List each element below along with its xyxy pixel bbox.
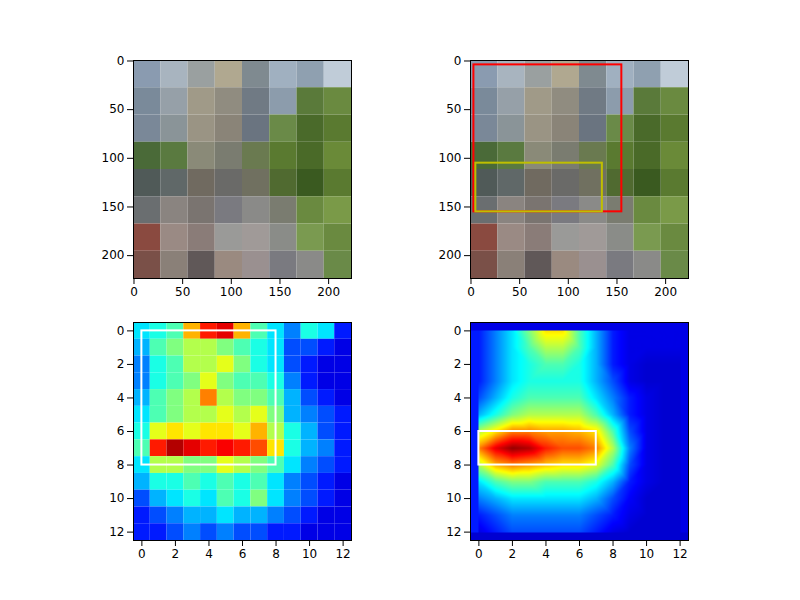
svg-text:12: 12 <box>672 547 687 561</box>
svg-text:4: 4 <box>454 391 462 405</box>
svg-text:150: 150 <box>102 200 125 214</box>
svg-text:4: 4 <box>542 547 550 561</box>
svg-text:150: 150 <box>606 285 629 299</box>
svg-text:0: 0 <box>117 54 125 68</box>
svg-text:50: 50 <box>109 102 124 116</box>
svg-text:10: 10 <box>639 547 654 561</box>
svg-text:0: 0 <box>130 285 138 299</box>
svg-text:0: 0 <box>117 324 125 338</box>
svg-text:200: 200 <box>102 248 125 262</box>
svg-text:10: 10 <box>446 491 461 505</box>
svg-text:100: 100 <box>220 285 243 299</box>
svg-text:50: 50 <box>512 285 527 299</box>
svg-text:2: 2 <box>117 357 125 371</box>
svg-text:150: 150 <box>269 285 292 299</box>
svg-text:200: 200 <box>654 285 677 299</box>
svg-text:50: 50 <box>175 285 190 299</box>
svg-text:2: 2 <box>454 357 462 371</box>
svg-text:12: 12 <box>446 525 461 539</box>
svg-text:12: 12 <box>109 525 124 539</box>
svg-text:200: 200 <box>317 285 340 299</box>
svg-text:200: 200 <box>439 248 462 262</box>
svg-text:6: 6 <box>576 547 584 561</box>
svg-text:150: 150 <box>439 200 462 214</box>
svg-text:100: 100 <box>102 151 125 165</box>
svg-text:0: 0 <box>454 54 462 68</box>
svg-text:6: 6 <box>239 547 247 561</box>
svg-text:50: 50 <box>446 102 461 116</box>
svg-text:0: 0 <box>454 324 462 338</box>
svg-text:8: 8 <box>609 547 617 561</box>
svg-text:8: 8 <box>117 458 125 472</box>
svg-text:4: 4 <box>117 391 125 405</box>
svg-text:2: 2 <box>172 547 180 561</box>
svg-text:0: 0 <box>467 285 475 299</box>
svg-text:6: 6 <box>454 424 462 438</box>
svg-text:8: 8 <box>454 458 462 472</box>
svg-text:100: 100 <box>557 285 580 299</box>
svg-text:100: 100 <box>439 151 462 165</box>
svg-text:10: 10 <box>302 547 317 561</box>
svg-text:2: 2 <box>509 547 517 561</box>
svg-text:12: 12 <box>335 547 350 561</box>
svg-text:6: 6 <box>117 424 125 438</box>
svg-text:10: 10 <box>109 491 124 505</box>
svg-text:0: 0 <box>475 547 483 561</box>
svg-text:8: 8 <box>272 547 280 561</box>
svg-text:4: 4 <box>205 547 213 561</box>
svg-text:0: 0 <box>138 547 146 561</box>
